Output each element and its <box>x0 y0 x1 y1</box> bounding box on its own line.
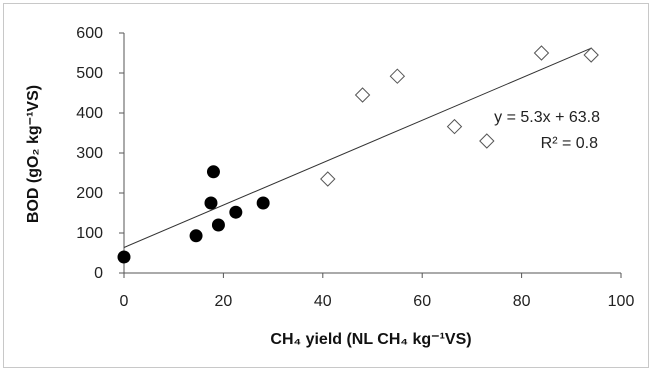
data-point-circle <box>211 218 225 232</box>
data-point-diamond <box>389 68 406 84</box>
data-point-circle <box>189 229 203 243</box>
y-tick-label: 400 <box>76 105 103 122</box>
x-tick-label: 100 <box>608 293 635 310</box>
data-point-diamond <box>354 87 371 103</box>
y-tick-label: 100 <box>76 225 103 242</box>
trend-layer <box>123 47 592 248</box>
r-squared-annotation: R² = 0.8 <box>541 135 598 152</box>
x-tick-label: 0 <box>120 293 129 310</box>
data-point-circle <box>256 196 270 210</box>
x-tick-label: 60 <box>413 293 431 310</box>
data-point-circle <box>117 250 131 264</box>
data-point-circle <box>204 196 218 210</box>
data-point-circle <box>229 205 243 219</box>
data-point-diamond <box>583 47 599 63</box>
data-point-circle <box>206 165 220 179</box>
y-tick-label: 200 <box>76 185 103 202</box>
data-point-diamond <box>446 118 463 135</box>
chart-border <box>3 3 649 368</box>
x-tick-label: 40 <box>314 293 332 310</box>
x-axis-title: CH₄ yield (NL CH₄ kg⁻¹VS) <box>270 331 471 348</box>
data-point-diamond <box>479 133 495 149</box>
y-axis-title: BOD (gO₂ kg⁻¹VS) <box>25 85 42 223</box>
axes-layer: 0 100 200 300 400 500 600 0 20 40 60 80 100 <box>76 25 634 310</box>
y-tick-label: 600 <box>76 25 103 42</box>
x-tick-label: 80 <box>513 293 531 310</box>
data-point-diamond <box>533 45 550 61</box>
data-point-diamond <box>320 171 336 187</box>
trendline <box>123 47 592 248</box>
y-tick-label: 500 <box>76 65 103 82</box>
y-tick-label: 300 <box>76 145 103 162</box>
points-layer <box>117 45 599 264</box>
x-tick-label: 20 <box>215 293 233 310</box>
y-tick-label: 0 <box>94 265 103 282</box>
equation-annotation: y = 5.3x + 63.8 <box>494 109 600 126</box>
